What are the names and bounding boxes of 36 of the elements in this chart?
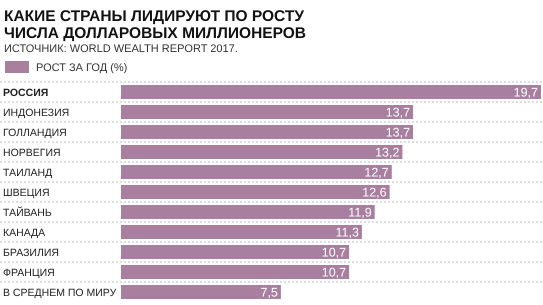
data-label: 12,6 (362, 186, 387, 200)
y-tick-label: РОССИЯ (3, 86, 48, 99)
y-tick-label: ТАЙВАНЬ (3, 206, 52, 219)
bar (121, 265, 350, 279)
data-label: 13,7 (386, 126, 410, 140)
chart-title: КАКИЕ СТРАНЫ ЛИДИРУЮТ ПО РОСТУ ЧИСЛА ДОЛЛАРОВЫХ МИЛЛИОНЕРОВ (4, 8, 306, 42)
data-label: 7,5 (260, 286, 278, 300)
legend-label: РОСТ ЗА ГОД (%) (36, 62, 128, 74)
bar (121, 185, 390, 199)
y-tick-label: БРАЗИЛИЯ (3, 246, 59, 259)
y-tick-label: ТАИЛАНД (3, 166, 52, 179)
data-label: 12,7 (364, 166, 389, 180)
data-label: 13,7 (386, 106, 410, 120)
data-label: 11,3 (336, 226, 359, 240)
data-label: 10,7 (322, 246, 346, 260)
y-tick-label: НОРВЕГИЯ (3, 146, 61, 159)
bar (121, 225, 362, 239)
y-tick-label: ИНДОНЕЗИЯ (3, 106, 70, 119)
chart-subtitle: ИСТОЧНИК: WORLD WEALTH REPORT 2017. (4, 43, 238, 55)
y-tick-label: ШВЕЦИЯ (3, 186, 50, 199)
bar (121, 125, 414, 139)
y-tick-label: В СРЕДНЕМ ПО МИРУ (3, 286, 117, 299)
bar (121, 105, 414, 119)
bar (121, 85, 541, 99)
y-tick-label: КАНАДА (3, 226, 46, 239)
data-label: 19,7 (514, 86, 538, 100)
bar (121, 245, 350, 259)
bar (121, 285, 281, 299)
y-tick-label: ГОЛЛАНДИЯ (3, 126, 67, 139)
data-label: 10,7 (322, 266, 346, 280)
bar (121, 145, 402, 159)
bar (121, 165, 392, 179)
y-tick-label: ФРАНЦИЯ (3, 266, 55, 279)
data-label: 13,2 (375, 146, 400, 160)
bar (121, 205, 375, 219)
data-label: 11,9 (348, 206, 372, 220)
